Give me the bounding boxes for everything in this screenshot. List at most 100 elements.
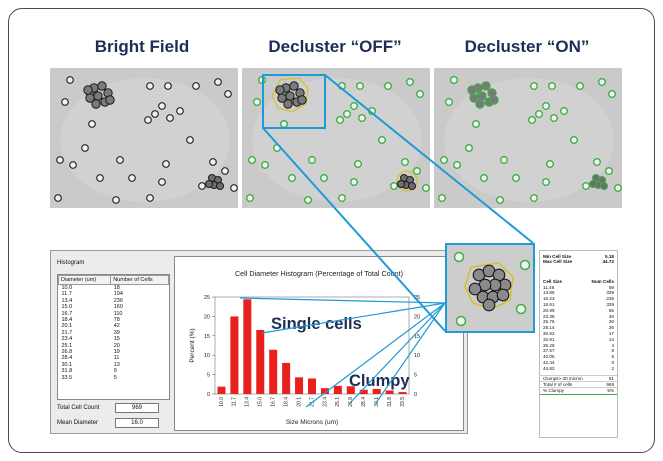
single-cell (56, 156, 64, 164)
single-cell (258, 75, 267, 84)
y-tick-label: 0 (207, 392, 210, 398)
histogram-bar (320, 388, 329, 394)
single-cell (116, 156, 124, 164)
single-cell (529, 193, 538, 202)
clump-cell (275, 85, 285, 95)
size-header: Cell Size (543, 278, 562, 284)
list-cell-count: 9 (113, 368, 117, 375)
list-row[interactable]: 21.7 39 (59, 330, 169, 336)
x-tick-label: 21.7 (309, 397, 315, 407)
histogram-caption: Histogram (57, 260, 85, 266)
zoom-single-cell (455, 315, 467, 327)
zoom-single-cell (519, 259, 531, 271)
list-row[interactable]: 16.7 110 (59, 311, 169, 317)
zoom-clump-cell (496, 288, 510, 302)
list-cell-diameter: 30.1 (61, 361, 73, 368)
x-tick-label: 13.4 (245, 397, 251, 407)
clump-cell (467, 85, 477, 95)
x-tick-label: 20.1 (296, 397, 302, 407)
clump-cell (600, 182, 608, 190)
clump-cell (489, 95, 499, 105)
total-cells-value: 969 (606, 381, 614, 387)
single-cell (319, 173, 328, 182)
size-row: 13.85 339 (540, 290, 617, 296)
histogram-bar (230, 316, 239, 394)
single-cell (499, 155, 508, 164)
single-cell (69, 161, 77, 169)
count-cell: 26 (608, 325, 614, 331)
histogram-bar (243, 299, 252, 394)
size-cell: 35.29 (543, 342, 555, 348)
x-tick-label: 28.4 (361, 397, 367, 407)
size-row: 32.91 14 (540, 337, 617, 343)
count-cell: 0 (611, 359, 614, 365)
single-cell (146, 194, 154, 202)
zoom-clump-cell (482, 298, 496, 312)
single-cell (444, 98, 453, 107)
list-row[interactable]: 33.5 5 (59, 375, 169, 381)
single-cell (412, 166, 421, 175)
single-cell (439, 155, 448, 164)
size-cell: 23.38 (543, 313, 555, 319)
zoom-clump-outline (464, 262, 514, 310)
y-tick-label: 20 (204, 314, 210, 320)
single-cell (112, 196, 120, 204)
single-cell (529, 81, 538, 90)
mean-diameter-field[interactable]: 16.0 (115, 418, 159, 428)
list-row[interactable]: 13.4 236 (59, 298, 169, 304)
total-cells-label: Total # of cells (543, 381, 573, 387)
count-cell: 14 (608, 336, 614, 342)
list-row[interactable]: 18.4 78 (59, 317, 169, 323)
single-cell (273, 143, 282, 152)
total-cell-count-field[interactable]: 969 (115, 403, 159, 413)
list-row[interactable]: 30.1 13 (59, 362, 169, 368)
list-cell-count: 194 (113, 291, 123, 298)
size-cell: 20.99 (543, 307, 555, 313)
y-axis-label: Percent (%) (189, 328, 196, 362)
single-cell (597, 77, 606, 86)
single-cell (166, 114, 174, 122)
chart-title: Cell Diameter Histogram (Percentage of T… (235, 269, 403, 278)
single-cell (247, 155, 256, 164)
single-cell (224, 90, 232, 98)
single-cell (280, 120, 289, 129)
single-cell (581, 181, 590, 190)
list-row[interactable]: 25.1 20 (59, 343, 169, 349)
list-row[interactable]: 10.0 18 (59, 285, 169, 292)
list-cell-diameter: 33.5 (61, 374, 73, 381)
clump-cell (475, 99, 485, 109)
diameter-list[interactable]: Diameter (um) Number of Cells 10.0 18 11.7… (57, 274, 170, 400)
cell-clump (83, 81, 115, 109)
single-cell (144, 116, 152, 124)
single-cell (604, 166, 613, 175)
list-row[interactable]: 20.1 42 (59, 323, 169, 329)
single-cell (389, 181, 398, 190)
list-row[interactable]: 15.0 160 (59, 304, 169, 310)
title-bright-field: Bright Field (94, 37, 190, 56)
list-cell-count: 13 (113, 361, 120, 368)
single-cell (66, 76, 74, 84)
list-row[interactable]: 28.4 11 (59, 355, 169, 361)
x-axis-label: Size Microns (um) (286, 419, 338, 426)
min-size-label: Min Cell Size (543, 254, 572, 259)
min-size-value: 5.18 (605, 254, 614, 259)
list-cell-diameter: 31.8 (61, 368, 73, 375)
single-cell (383, 81, 392, 90)
count-cell: 17 (608, 330, 614, 336)
size-row: 42.44 0 (540, 360, 617, 366)
size-row: 23.38 46 (540, 314, 617, 320)
list-row[interactable]: 26.8 19 (59, 349, 169, 355)
single-cell (421, 183, 430, 192)
zoom-single-cell (453, 251, 465, 263)
list-cell-count: 18 (113, 285, 120, 291)
list-row[interactable]: 23.4 15 (59, 336, 169, 342)
histogram-bar (295, 377, 304, 394)
list-cell-diameter: 18.4 (61, 317, 73, 324)
list-row[interactable]: 11.7 194 (59, 291, 169, 297)
clump-cell (83, 85, 93, 95)
y-tick-label-right: 0 (414, 392, 417, 398)
list-row[interactable]: 31.8 9 (59, 368, 169, 374)
zoomed-clump (445, 243, 535, 333)
single-cell (146, 82, 154, 90)
